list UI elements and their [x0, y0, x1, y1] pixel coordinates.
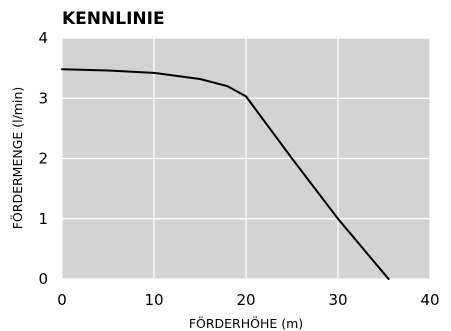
x-tick-label: 0: [57, 291, 67, 309]
y-tick-label: 3: [38, 89, 48, 107]
y-tick-label: 0: [38, 270, 48, 288]
y-tick-label: 2: [38, 150, 48, 168]
chart-title: KENNLINIE: [62, 9, 165, 29]
x-axis-label: FÖRDERHÖHE (m): [189, 315, 303, 331]
y-tick-labels: 0 1 2 3 4: [38, 29, 48, 288]
x-tick-label: 40: [420, 291, 439, 309]
y-axis-label: FÖRDERMENGE (l/min): [9, 87, 25, 230]
y-tick-label: 4: [38, 29, 48, 47]
x-tick-labels: 0 10 20 30 40: [57, 291, 439, 309]
series-line: [61, 68, 390, 280]
y-tick-label: 1: [38, 210, 48, 228]
x-tick-label: 30: [328, 291, 347, 309]
x-tick-label: 10: [144, 291, 163, 309]
grid-lines: [61, 37, 431, 280]
x-tick-label: 20: [236, 291, 255, 309]
